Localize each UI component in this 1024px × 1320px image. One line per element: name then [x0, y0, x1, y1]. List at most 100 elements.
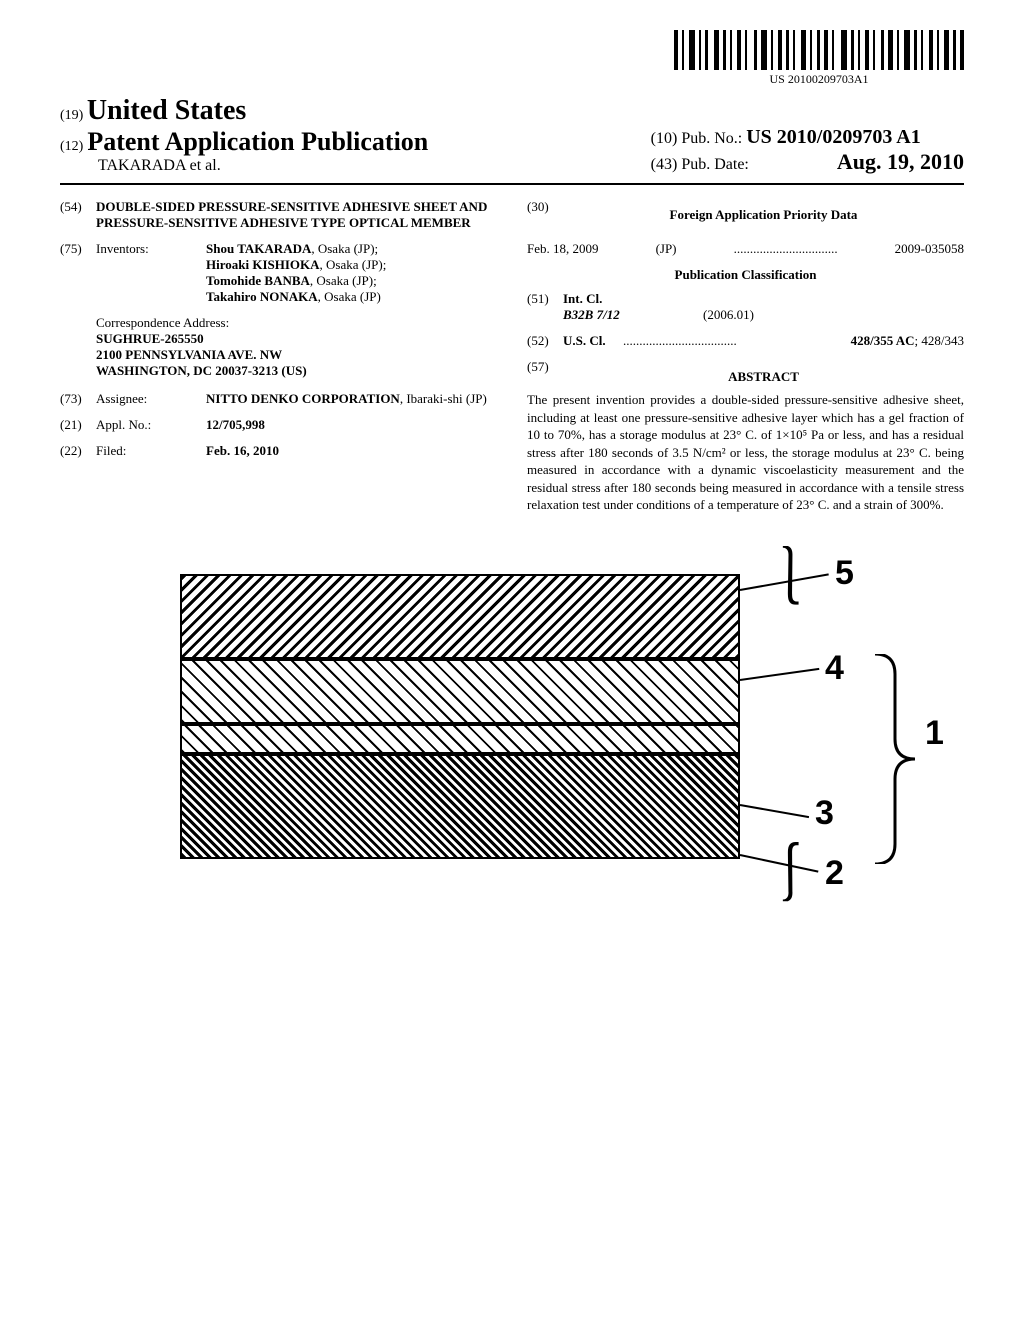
- filed-code: (22): [60, 443, 96, 459]
- intcl-class: B32B 7/12: [563, 307, 643, 323]
- barcode-region: US 20100209703A1: [60, 30, 964, 87]
- pub-no-line: (10) Pub. No.: US 2010/0209703 A1: [651, 126, 964, 149]
- right-column: (30) Foreign Application Priority Data F…: [527, 199, 964, 514]
- figure-label-5: 5: [835, 554, 854, 593]
- brace-icon: ⎰: [760, 844, 820, 904]
- uscl-field: (52) U.S. Cl. ..........................…: [527, 333, 964, 349]
- foreign-code: (30): [527, 199, 563, 231]
- inventor-item: Hiroaki KISHIOKA, Osaka (JP);: [206, 257, 497, 273]
- code-country: (19): [60, 108, 83, 123]
- uscl-main: 428/355 AC: [851, 333, 915, 348]
- uscl-other: ; 428/343: [915, 333, 964, 348]
- inventor-item: Shou TAKARADA, Osaka (JP);: [206, 241, 497, 257]
- inventors-field: (75) Inventors: Shou TAKARADA, Osaka (JP…: [60, 241, 497, 305]
- corr-line: WASHINGTON, DC 20037-3213 (US): [96, 363, 497, 379]
- inventor-loc: , Osaka (JP);: [320, 257, 387, 272]
- inventor-loc: , Osaka (JP);: [310, 273, 377, 288]
- pub-date-code: (43): [651, 156, 678, 173]
- figure-layer-3: [180, 724, 740, 754]
- inventor-name: Tomohide BANBA: [206, 273, 310, 288]
- filed-field: (22) Filed: Feb. 16, 2010: [60, 443, 497, 459]
- pub-no-value: US 2010/0209703 A1: [746, 126, 920, 148]
- assignee-body: NITTO DENKO CORPORATION, Ibaraki-shi (JP…: [206, 391, 497, 407]
- brace-icon: [870, 654, 920, 864]
- pubclass-head: Publication Classification: [527, 267, 964, 283]
- assignee-code: (73): [60, 391, 96, 407]
- lead-line: [740, 804, 809, 818]
- corr-label: Correspondence Address:: [96, 315, 497, 331]
- pub-date-line: (43) Pub. Date: Aug. 19, 2010: [651, 149, 964, 175]
- inventors-label: Inventors:: [96, 241, 206, 305]
- figure-label-3: 3: [815, 794, 834, 833]
- applno-field: (21) Appl. No.: 12/705,998: [60, 417, 497, 433]
- brace-icon: ⎱: [760, 549, 820, 609]
- left-column: (54) DOUBLE-SIDED PRESSURE-SENSITIVE ADH…: [60, 199, 497, 514]
- foreign-priority-row: Feb. 18, 2009 (JP) .....................…: [527, 241, 964, 257]
- pub-type-line: (12) Patent Application Publication: [60, 127, 428, 157]
- inventors-code: (75): [60, 241, 96, 305]
- inventor-loc: , Osaka (JP): [318, 289, 381, 304]
- applno-label: Appl. No.:: [96, 417, 206, 433]
- bibliographic-section: (54) DOUBLE-SIDED PRESSURE-SENSITIVE ADH…: [60, 199, 964, 514]
- title-field: (54) DOUBLE-SIDED PRESSURE-SENSITIVE ADH…: [60, 199, 497, 231]
- barcode-text: US 20100209703A1: [674, 72, 964, 87]
- document-header: (19) United States (12) Patent Applicati…: [60, 95, 964, 175]
- pub-date-label: Pub. Date:: [681, 156, 749, 173]
- title-code: (54): [60, 199, 96, 231]
- applno-value: 12/705,998: [206, 417, 497, 433]
- header-rule: [60, 183, 964, 185]
- header-left: (19) United States (12) Patent Applicati…: [60, 95, 428, 175]
- foreign-dots: ................................: [734, 241, 838, 257]
- intcl-body: Int. Cl. B32B 7/12 (2006.01): [563, 291, 964, 323]
- inventor-name: Shou TAKARADA: [206, 241, 311, 256]
- inventor-loc: , Osaka (JP);: [311, 241, 378, 256]
- foreign-head: Foreign Application Priority Data: [563, 207, 964, 223]
- foreign-num: 2009-035058: [895, 241, 964, 257]
- country-line: (19) United States: [60, 95, 428, 127]
- barcode-icon: [674, 30, 964, 70]
- abstract-code: (57): [527, 359, 563, 391]
- intcl-field: (51) Int. Cl. B32B 7/12 (2006.01): [527, 291, 964, 323]
- patent-figure: 5 4 3 2 1 ⎱ ⎰: [60, 554, 964, 914]
- intcl-label: Int. Cl.: [563, 291, 964, 307]
- pub-date-value: Aug. 19, 2010: [837, 149, 964, 174]
- foreign-country: (JP): [656, 241, 677, 257]
- lead-line: [740, 668, 819, 681]
- abstract-body: The present invention provides a double-…: [527, 391, 964, 514]
- foreign-priority-field: (30) Foreign Application Priority Data: [527, 199, 964, 231]
- figure-label-4: 4: [825, 649, 844, 688]
- uscl-dots: ...................................: [623, 333, 737, 349]
- inventors-list: Shou TAKARADA, Osaka (JP); Hiroaki KISHI…: [206, 241, 497, 305]
- inventor-item: Tomohide BANBA, Osaka (JP);: [206, 273, 497, 289]
- figure-layer-5: [180, 574, 740, 659]
- assignee-loc: , Ibaraki-shi (JP): [400, 391, 487, 406]
- filed-label: Filed:: [96, 443, 206, 459]
- figure-layer-4: [180, 659, 740, 724]
- inventor-item: Takahiro NONAKA, Osaka (JP): [206, 289, 497, 305]
- corr-line: 2100 PENNSYLVANIA AVE. NW: [96, 347, 497, 363]
- corr-line: SUGHRUE-265550: [96, 331, 497, 347]
- uscl-values: 428/355 AC; 428/343: [737, 333, 964, 349]
- barcode-block: US 20100209703A1: [674, 30, 964, 87]
- applno-code: (21): [60, 417, 96, 433]
- intcl-code: (51): [527, 291, 563, 323]
- assignee-field: (73) Assignee: NITTO DENKO CORPORATION, …: [60, 391, 497, 407]
- code-pubtype: (12): [60, 139, 83, 154]
- uscl-label: U.S. Cl.: [563, 333, 623, 349]
- filed-value: Feb. 16, 2010: [206, 443, 497, 459]
- pub-type: Patent Application Publication: [87, 127, 428, 156]
- header-right: (10) Pub. No.: US 2010/0209703 A1 (43) P…: [651, 126, 964, 175]
- figure-label-2: 2: [825, 854, 844, 893]
- pub-no-label: Pub. No.:: [681, 130, 742, 147]
- intcl-date: (2006.01): [703, 307, 754, 323]
- abstract-head-row: (57) ABSTRACT: [527, 359, 964, 391]
- inventor-name: Takahiro NONAKA: [206, 289, 318, 304]
- abstract-head: ABSTRACT: [563, 369, 964, 385]
- figure-layer-2: [180, 754, 740, 859]
- country: United States: [87, 95, 246, 126]
- figure-label-1: 1: [925, 714, 944, 753]
- uscl-code: (52): [527, 333, 563, 349]
- foreign-date: Feb. 18, 2009: [527, 241, 599, 257]
- correspondence-block: Correspondence Address: SUGHRUE-265550 2…: [96, 315, 497, 379]
- inventor-name: Hiroaki KISHIOKA: [206, 257, 320, 272]
